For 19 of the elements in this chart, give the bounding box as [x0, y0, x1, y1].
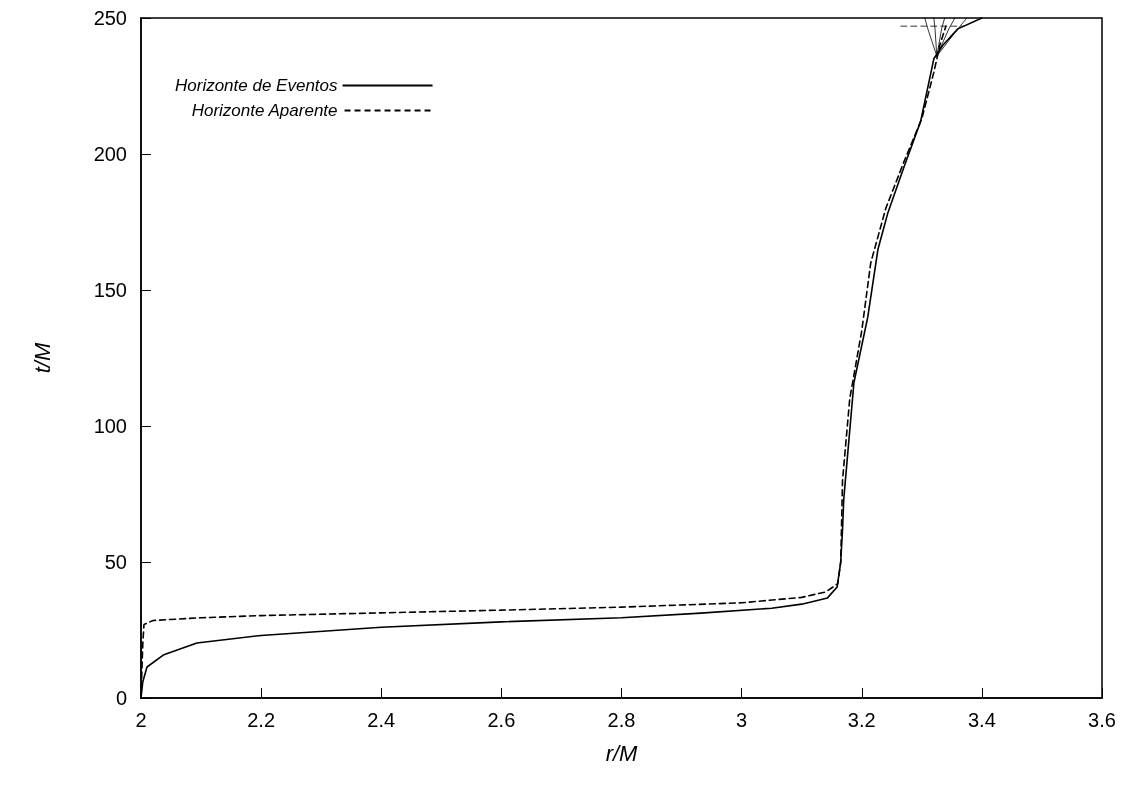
- y-axis-title: t/M: [29, 342, 55, 374]
- x-tick-label: 2.6: [487, 709, 516, 731]
- legend-label: Horizonte de Eventos: [174, 76, 339, 95]
- y-tick-label: 100: [93, 415, 127, 437]
- y-tick-label: 0: [115, 687, 127, 709]
- legend-label: Horizonte Aparente: [191, 101, 338, 120]
- x-tick-label: 2.4: [367, 709, 396, 731]
- x-tick-label: 3: [736, 709, 748, 731]
- x-tick-label: 2: [135, 709, 147, 731]
- y-tick-label: 50: [104, 551, 127, 573]
- x-axis-title: r/M: [605, 740, 639, 766]
- x-tick-label: 3.2: [847, 709, 876, 731]
- x-tick-label: 2.8: [607, 709, 636, 731]
- x-tick-label: 2.2: [247, 709, 276, 731]
- x-tick-label: 3.6: [1088, 709, 1116, 731]
- y-tick-label: 150: [93, 279, 127, 301]
- y-tick-label: 200: [93, 143, 127, 165]
- y-tick-label: 250: [93, 7, 127, 29]
- x-tick-label: 3.4: [967, 709, 996, 731]
